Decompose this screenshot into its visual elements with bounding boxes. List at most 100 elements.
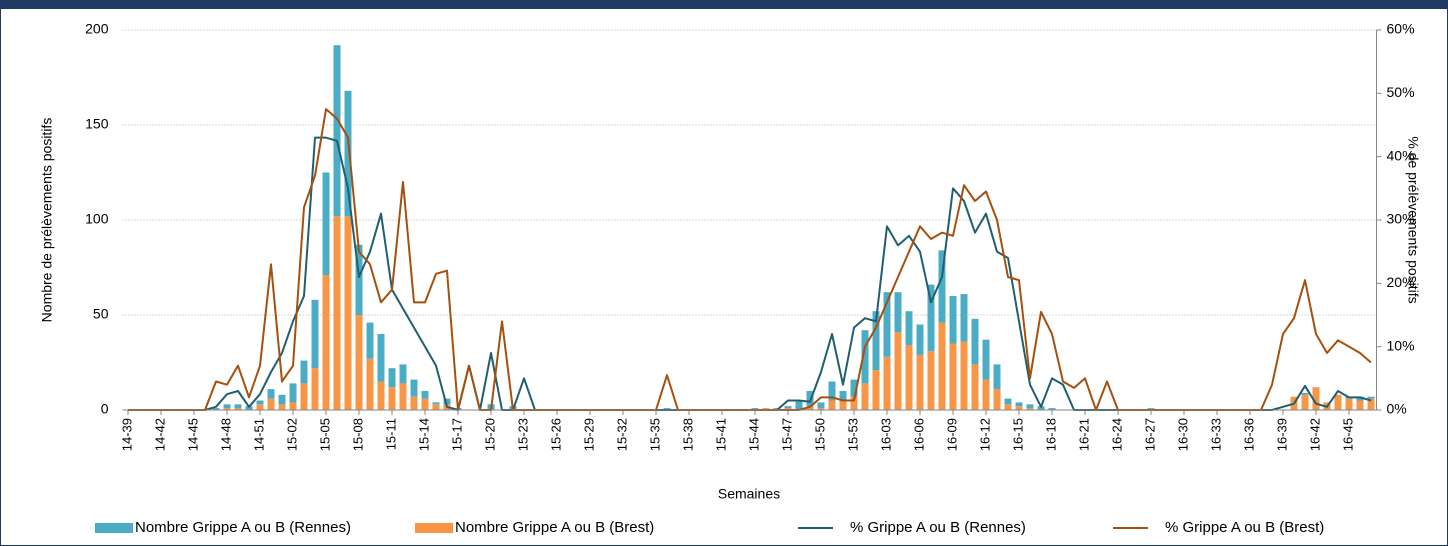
bar [355,244,363,315]
bar [289,383,297,403]
bar [1004,404,1012,410]
bar [927,351,935,410]
bar [1356,396,1364,401]
bar [1026,408,1034,410]
x-tick-label: 16-36 [1241,418,1256,451]
x-tick-label: 15-17 [449,418,464,451]
x-tick-label: 15-53 [845,418,860,451]
bar [905,311,913,346]
bar [784,406,792,409]
x-tick-label: 16-39 [1274,418,1289,451]
bar [366,322,374,359]
bar [410,396,418,410]
x-axis-title: Semaines [718,486,780,502]
bar [212,408,220,410]
bar [850,379,858,397]
y2-tick-label: 0% [1387,401,1407,417]
bar [234,408,242,410]
x-tick-label: 14-51 [251,418,266,451]
bar [883,292,891,357]
bar [245,406,253,410]
bar [366,358,374,410]
y-tick-label: 150 [85,116,109,132]
x-tick-label: 16-06 [911,418,926,451]
bar [333,45,341,217]
bar [806,406,814,410]
x-tick-label: 16-24 [1109,418,1124,451]
legend-swatch [95,523,133,533]
y-tick-label: 50 [93,306,109,322]
x-tick-label: 14-42 [152,418,167,451]
bar [1301,392,1309,395]
y2-axis-title: % de prélèvements positifs [1405,136,1421,303]
bar [1015,402,1023,407]
x-tick-label: 14-48 [218,418,233,451]
x-tick-label: 15-02 [284,418,299,451]
bar [432,404,440,410]
bar [267,398,275,410]
y2-tick-label: 50% [1387,84,1415,100]
bar [278,394,286,405]
bar [388,368,396,388]
bar [399,364,407,384]
bar [806,391,814,407]
bar [300,383,308,410]
bar [333,216,341,410]
x-tick-label: 15-14 [416,418,431,451]
bar [223,404,231,409]
y-tick-label: 200 [85,21,109,37]
legend-label: Nombre Grippe A ou B (Rennes) [135,519,351,536]
x-tick-label: 15-32 [614,418,629,451]
bar [916,354,924,410]
x-tick-label: 16-45 [1340,418,1355,451]
x-tick-label: 16-03 [878,418,893,451]
bar [399,383,407,410]
bar [949,296,957,344]
x-tick-label: 14-45 [185,418,200,451]
bar [1312,387,1320,410]
bar [377,381,385,410]
x-tick-label: 15-11 [383,418,398,450]
bar [1356,400,1364,410]
bar [1367,398,1375,410]
bar [1345,398,1353,410]
bar [377,334,385,382]
bar [883,356,891,410]
x-tick-label: 16-21 [1076,418,1091,451]
bar [905,345,913,410]
bar [421,398,429,410]
bar [267,389,275,399]
bar [1367,396,1375,399]
bar [861,330,869,384]
bar [872,370,880,410]
x-tick-label: 16-09 [944,418,959,451]
legend-label: % Grippe A ou B (Rennes) [850,519,1026,536]
x-tick-label: 15-05 [317,418,332,451]
x-tick-label: 15-50 [812,418,827,451]
bar [850,396,858,410]
x-tick-label: 15-35 [647,418,662,451]
bar [982,339,990,380]
bar [872,311,880,371]
x-tick-label: 16-33 [1208,418,1223,451]
bar [916,324,924,355]
bar [223,408,231,410]
bar [289,402,297,410]
bar [993,389,1001,410]
bar [311,299,319,369]
y-tick-label: 100 [85,211,109,227]
y2-tick-label: 20% [1387,274,1415,290]
x-tick-label: 16-12 [977,418,992,451]
y2-tick-label: 30% [1387,211,1415,227]
bar [971,318,979,365]
bar [839,400,847,410]
bar [795,400,803,410]
bar [828,400,836,410]
bar [278,404,286,410]
bar [938,322,946,410]
bar [256,400,264,405]
bar [322,172,330,276]
